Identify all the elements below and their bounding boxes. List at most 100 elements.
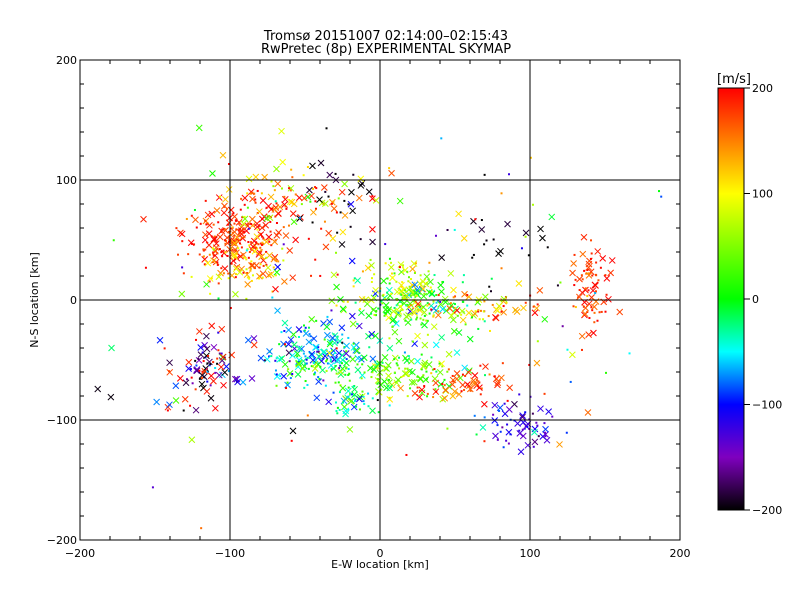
data-point-dot — [526, 425, 529, 428]
data-point-dot — [536, 303, 539, 306]
data-point-dot — [393, 272, 396, 275]
data-point-x — [411, 389, 419, 397]
data-point-x — [302, 330, 310, 337]
data-point-dot — [311, 221, 314, 224]
data-point-x — [181, 395, 189, 403]
data-point-x — [310, 208, 317, 216]
data-point-dot — [307, 367, 310, 370]
data-point-dot — [240, 236, 243, 239]
data-point-dot — [226, 223, 229, 226]
data-point-dot — [306, 356, 309, 359]
data-point-x — [401, 370, 409, 377]
data-point-dot — [286, 381, 289, 384]
data-point-dot — [285, 387, 288, 390]
data-point-dot — [336, 412, 339, 415]
data-point-dot — [532, 445, 535, 448]
data-point-dot — [243, 236, 246, 239]
data-point-x — [248, 375, 256, 382]
data-point-dot — [373, 273, 376, 276]
data-point-x — [356, 393, 364, 401]
data-point-x — [292, 236, 299, 244]
data-point-dot — [247, 227, 250, 230]
data-point-dot — [312, 362, 315, 365]
data-point-x — [455, 210, 462, 218]
data-point-x — [195, 124, 203, 132]
data-point-dot — [373, 313, 376, 316]
data-point-dot — [262, 264, 265, 267]
data-point-x — [455, 329, 463, 336]
data-point-x — [420, 303, 427, 311]
data-point-x — [360, 354, 368, 362]
data-point-x — [492, 432, 499, 440]
data-point-x — [355, 194, 363, 202]
data-point-x — [258, 253, 265, 261]
data-point-dot — [480, 219, 483, 222]
data-point-dot — [199, 222, 202, 225]
data-point-dot — [451, 374, 454, 377]
data-point-x — [207, 372, 215, 380]
colorbar-unit-label: [m/s] — [717, 72, 751, 87]
data-point-x — [351, 385, 358, 393]
data-point-x — [368, 262, 375, 269]
data-point-dot — [323, 338, 326, 341]
data-point-dot — [275, 384, 278, 387]
data-point-x — [289, 427, 297, 435]
data-point-x — [207, 394, 215, 402]
data-point-dot — [536, 340, 539, 343]
data-point-x — [395, 308, 403, 315]
data-point-x — [422, 376, 430, 384]
data-point-dot — [343, 199, 346, 202]
data-point-x — [432, 341, 440, 349]
data-point-dot — [461, 373, 464, 376]
data-point-dot — [238, 242, 241, 245]
data-point-dot — [250, 241, 253, 244]
data-point-dot — [569, 380, 572, 383]
data-point-dot — [302, 352, 305, 355]
data-point-x — [416, 306, 424, 314]
data-point-x — [343, 342, 350, 350]
data-point-dot — [314, 207, 317, 210]
data-point-dot — [245, 268, 248, 271]
data-point-x — [372, 286, 380, 294]
data-point-x — [358, 309, 365, 317]
data-point-dot — [251, 191, 254, 194]
data-point-dot — [370, 376, 373, 379]
colorbar-tick-label: 200 — [752, 82, 773, 95]
data-point-x — [569, 269, 576, 277]
data-point-dot — [518, 429, 521, 432]
data-point-x — [349, 320, 357, 328]
data-point-dot — [245, 249, 248, 252]
data-point-dot — [470, 316, 473, 319]
data-point-x — [220, 209, 228, 217]
colorbar-tick-label: −200 — [752, 504, 782, 517]
data-point-x — [319, 366, 326, 374]
data-point-x — [346, 426, 354, 433]
data-point-x — [341, 403, 348, 411]
data-point-dot — [506, 423, 509, 426]
data-point-dot — [257, 225, 260, 228]
data-point-dot — [274, 215, 277, 218]
data-point-dot — [483, 320, 486, 323]
data-point-dot — [440, 137, 443, 140]
data-point-x — [267, 193, 275, 201]
data-point-dot — [594, 292, 597, 295]
data-point-dot — [409, 304, 412, 307]
data-point-x — [317, 159, 325, 167]
data-point-dot — [317, 376, 320, 379]
data-point-x — [252, 173, 260, 181]
y-axis-label: N-S location [km] — [28, 252, 41, 348]
data-point-x — [377, 381, 385, 389]
data-point-x — [430, 323, 438, 331]
data-point-dot — [403, 351, 406, 354]
data-point-x — [453, 349, 461, 356]
data-point-x — [391, 328, 399, 336]
y-tick-label: 0 — [70, 294, 77, 307]
data-point-dot — [212, 223, 215, 226]
data-point-x — [459, 381, 467, 389]
data-point-x — [272, 285, 279, 293]
data-point-x — [548, 213, 556, 221]
data-point-dot — [233, 222, 236, 225]
data-point-dot — [391, 325, 394, 328]
data-point-x — [385, 306, 393, 314]
data-point-dot — [282, 226, 285, 229]
